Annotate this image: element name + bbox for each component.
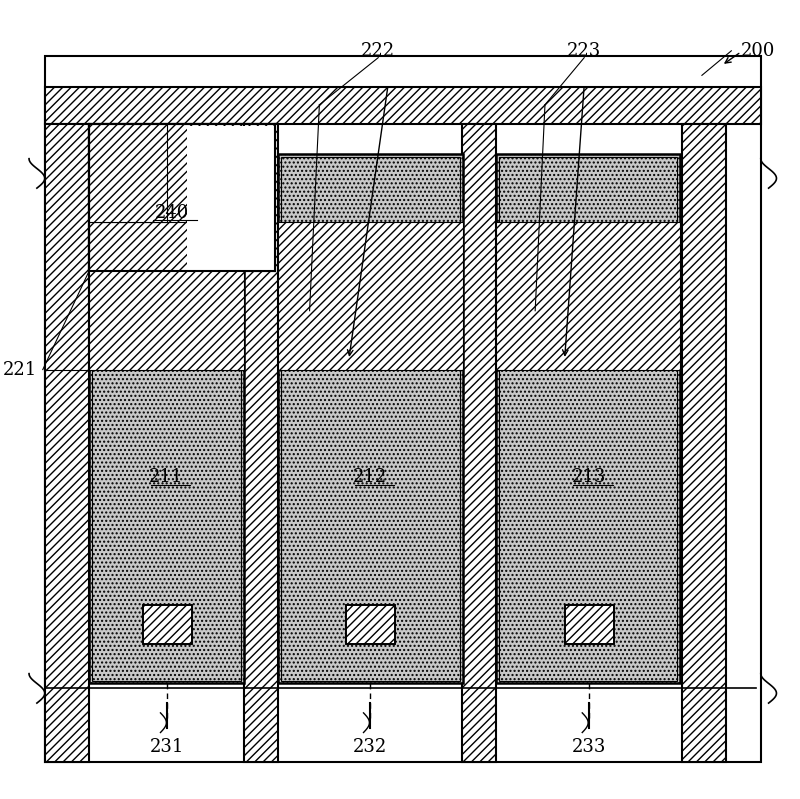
- Bar: [499, 157, 678, 681]
- Bar: [281, 157, 460, 681]
- Bar: [346, 605, 395, 644]
- Bar: [89, 153, 244, 683]
- Bar: [496, 222, 680, 370]
- Bar: [682, 125, 726, 762]
- Bar: [278, 222, 462, 370]
- Text: 240: 240: [155, 204, 190, 221]
- Bar: [496, 153, 680, 683]
- Bar: [187, 126, 275, 272]
- Bar: [346, 605, 395, 644]
- Bar: [45, 125, 89, 762]
- Bar: [278, 153, 462, 683]
- Text: 232: 232: [354, 738, 387, 756]
- Bar: [45, 87, 761, 125]
- Text: 223: 223: [567, 42, 602, 60]
- Text: 211: 211: [149, 468, 183, 487]
- Text: 221: 221: [2, 360, 37, 379]
- Bar: [143, 605, 192, 644]
- Text: 200: 200: [741, 42, 775, 60]
- Text: 213: 213: [572, 468, 606, 487]
- Text: 222: 222: [361, 42, 395, 60]
- Bar: [462, 125, 496, 762]
- Bar: [89, 125, 167, 222]
- Bar: [244, 125, 278, 762]
- Bar: [89, 125, 275, 272]
- Text: 212: 212: [354, 468, 387, 487]
- Bar: [89, 125, 244, 370]
- Text: 231: 231: [150, 738, 185, 756]
- Text: 233: 233: [572, 738, 606, 756]
- Bar: [143, 605, 192, 644]
- Bar: [565, 605, 614, 644]
- Bar: [92, 157, 241, 681]
- Bar: [565, 605, 614, 644]
- Bar: [89, 222, 244, 370]
